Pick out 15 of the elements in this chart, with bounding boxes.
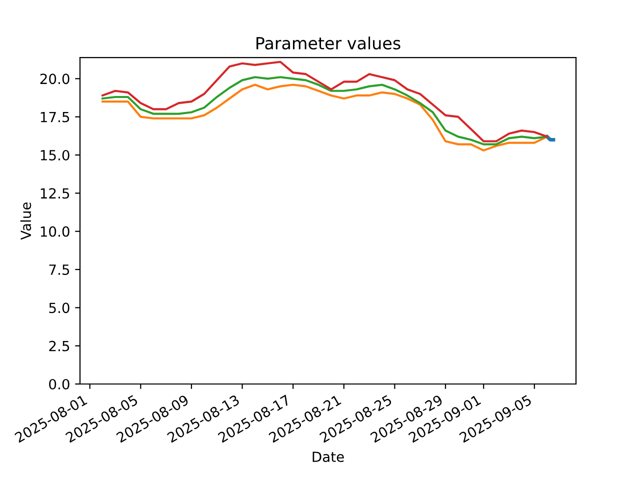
y-tick-label: 20.0 (40, 74, 70, 84)
y-tick-label: 15.0 (40, 150, 70, 160)
y-axis-title: Value (20, 202, 32, 240)
y-tick-label: 0.0 (49, 378, 70, 390)
y-tick-label: 5.0 (49, 302, 70, 314)
line-series (102, 84, 548, 152)
line-series (102, 60, 548, 142)
line-series (102, 76, 548, 146)
x-axis-title: Date (312, 452, 344, 462)
y-tick-label: 12.5 (40, 188, 70, 199)
chart-title: Parameter values (256, 36, 400, 50)
y-tick-label: 7.5 (49, 264, 70, 275)
y-tick-label: 17.5 (40, 112, 70, 122)
y-tick-label: 2.5 (49, 340, 70, 352)
y-tick-label: 10.0 (40, 226, 70, 237)
